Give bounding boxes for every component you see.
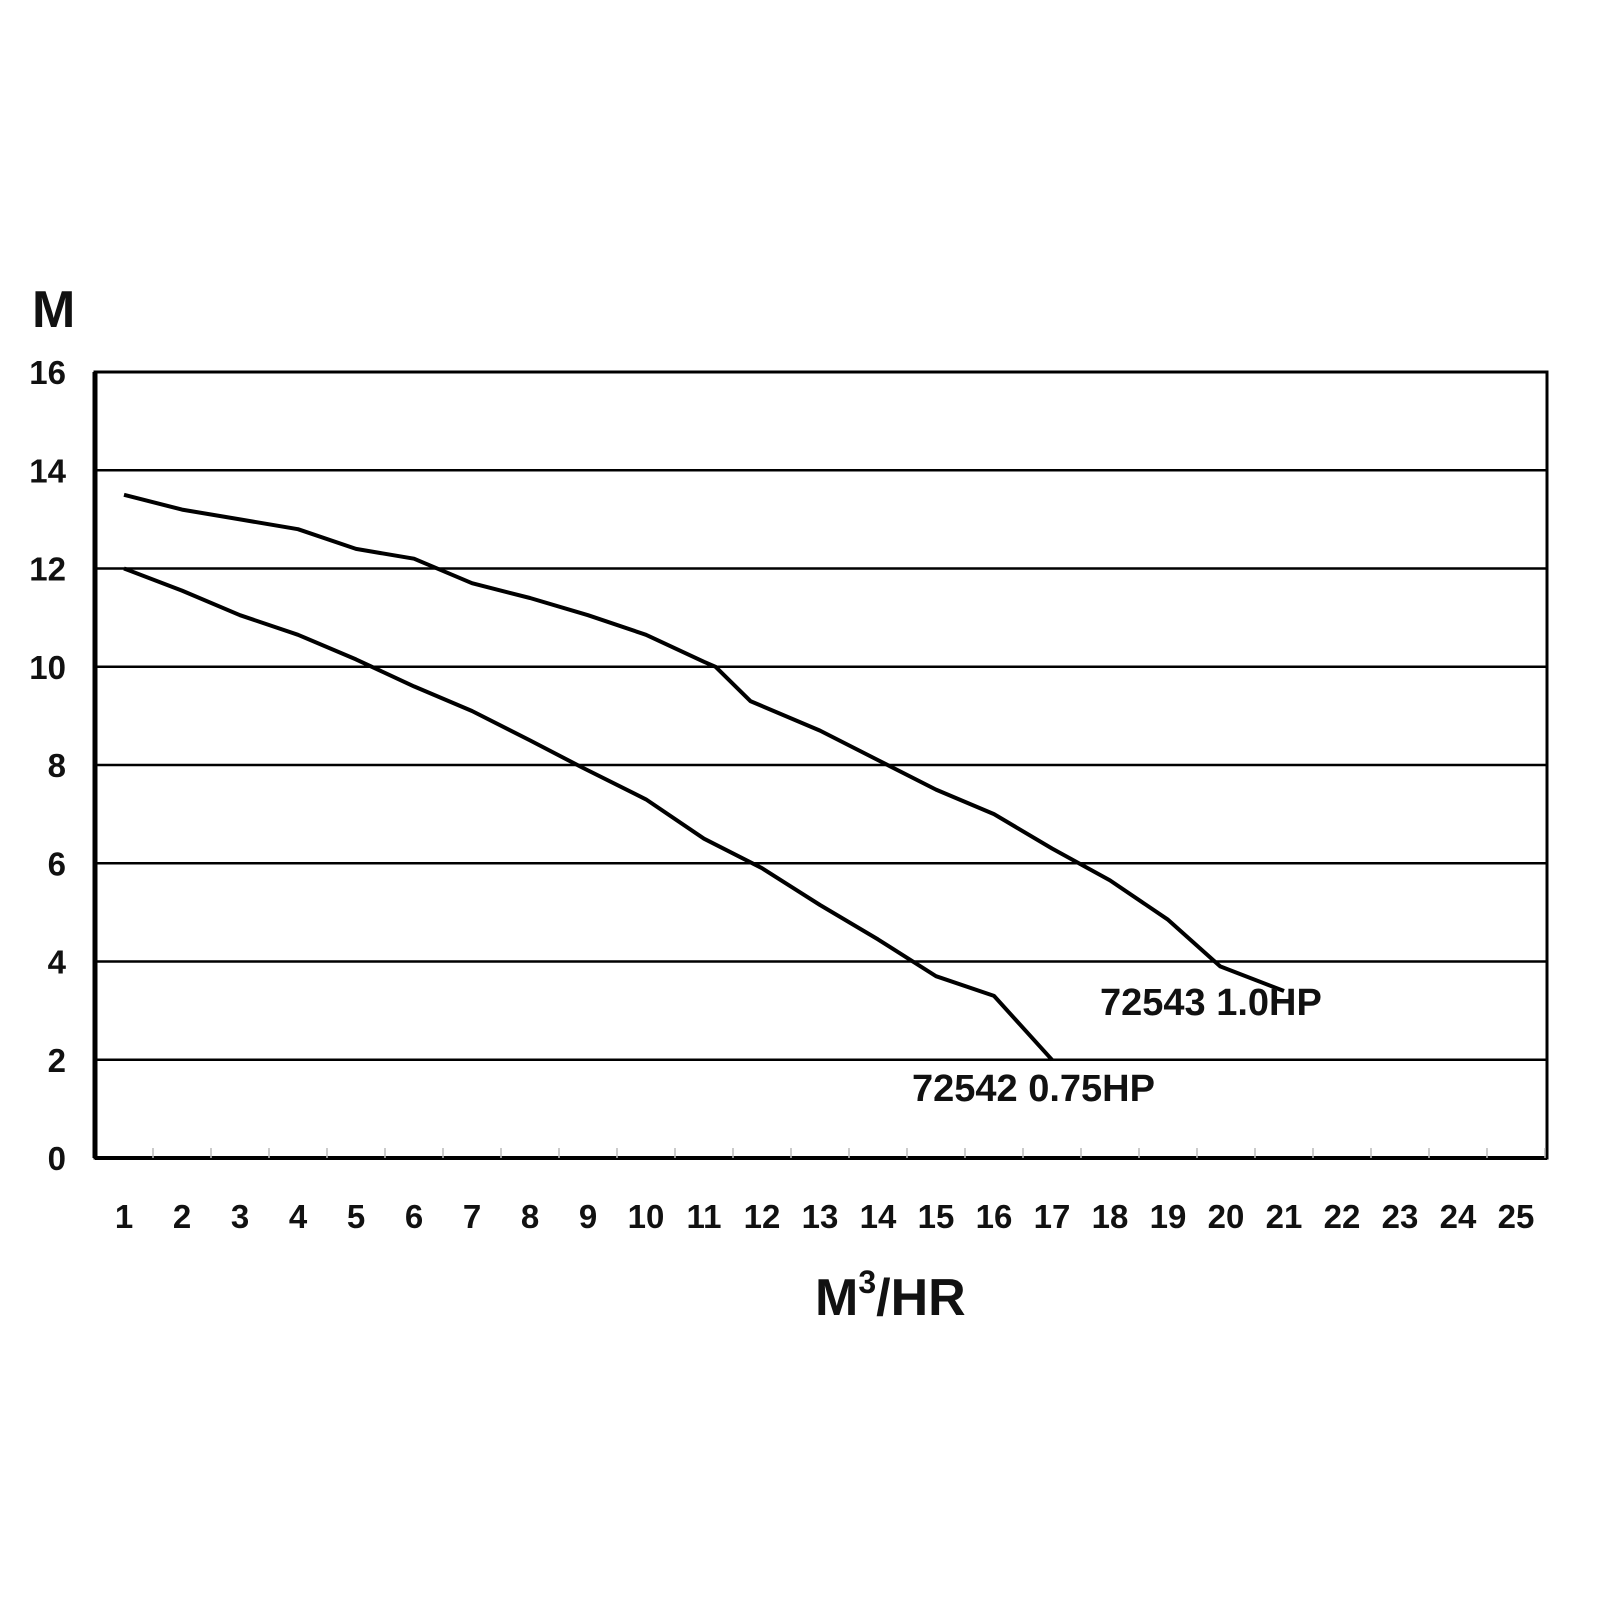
x-tick-label: 17: [1034, 1198, 1071, 1235]
y-tick-label: 16: [29, 354, 66, 391]
x-tick-labels: 1 2 3 4 5 6 7 8 9 10 11 12 13 14 15 16 17 18 19 20 21 22 23 24 2…: [115, 1198, 1535, 1235]
x-tick-label: 4: [289, 1198, 308, 1235]
y-tick-label: 4: [48, 944, 67, 981]
series-line-2: [123, 566, 1054, 1062]
x-tick-label: 20: [1208, 1198, 1245, 1235]
y-tick-label: 10: [29, 649, 66, 686]
x-tick-label: 24: [1440, 1198, 1477, 1235]
x-tick-label: 15: [918, 1198, 955, 1235]
x-tick-label: 16: [976, 1198, 1013, 1235]
x-tick-label: 9: [579, 1198, 597, 1235]
y-tick-label: 2: [48, 1042, 66, 1079]
x-tick-label: 22: [1324, 1198, 1361, 1235]
y-tick-labels: 0 2 4 6 8 10 12 14 16: [29, 354, 66, 1177]
x-tick-label: 25: [1498, 1198, 1535, 1235]
x-tick-label: 12: [744, 1198, 781, 1235]
x-tick-label: 10: [628, 1198, 665, 1235]
x-tick-label: 19: [1150, 1198, 1187, 1235]
y-tick-label: 14: [29, 452, 66, 489]
x-tick-label: 2: [173, 1198, 191, 1235]
x-tick-label: 7: [463, 1198, 481, 1235]
x-tick-label: 11: [687, 1198, 722, 1235]
series-label-2: 72542 0.75HP: [912, 1068, 1155, 1110]
x-axis-label: M3/HR: [815, 1264, 966, 1327]
x-tick-label: 21: [1266, 1198, 1303, 1235]
series-line-1: [123, 492, 1285, 993]
y-tick-label: 0: [48, 1140, 66, 1177]
x-tick-label: 13: [802, 1198, 839, 1235]
x-axis-label-sup: 3: [858, 1264, 876, 1300]
x-axis-label-rest: /HR: [876, 1269, 966, 1327]
x-axis-label-main: M: [815, 1269, 858, 1327]
x-tick-label: 5: [347, 1198, 365, 1235]
x-tick-label: 6: [405, 1198, 423, 1235]
x-tick-label: 8: [521, 1198, 539, 1235]
series-labels: 72543 1.0HP 72542 0.75HP: [912, 982, 1322, 1110]
y-tick-label: 6: [48, 845, 66, 882]
gridlines: [92, 370, 1549, 1160]
x-tick-label: 1: [115, 1198, 133, 1235]
y-tick-label: 8: [48, 747, 66, 784]
x-tick-label: 14: [860, 1198, 897, 1235]
y-tick-label: 12: [29, 551, 66, 588]
series-lines: [123, 492, 1285, 1062]
y-axis-label: M: [32, 281, 75, 339]
x-tick-label: 3: [231, 1198, 249, 1235]
x-tick-label: 23: [1382, 1198, 1419, 1235]
series-label-1: 72543 1.0HP: [1100, 982, 1322, 1024]
x-tick-label: 18: [1092, 1198, 1129, 1235]
